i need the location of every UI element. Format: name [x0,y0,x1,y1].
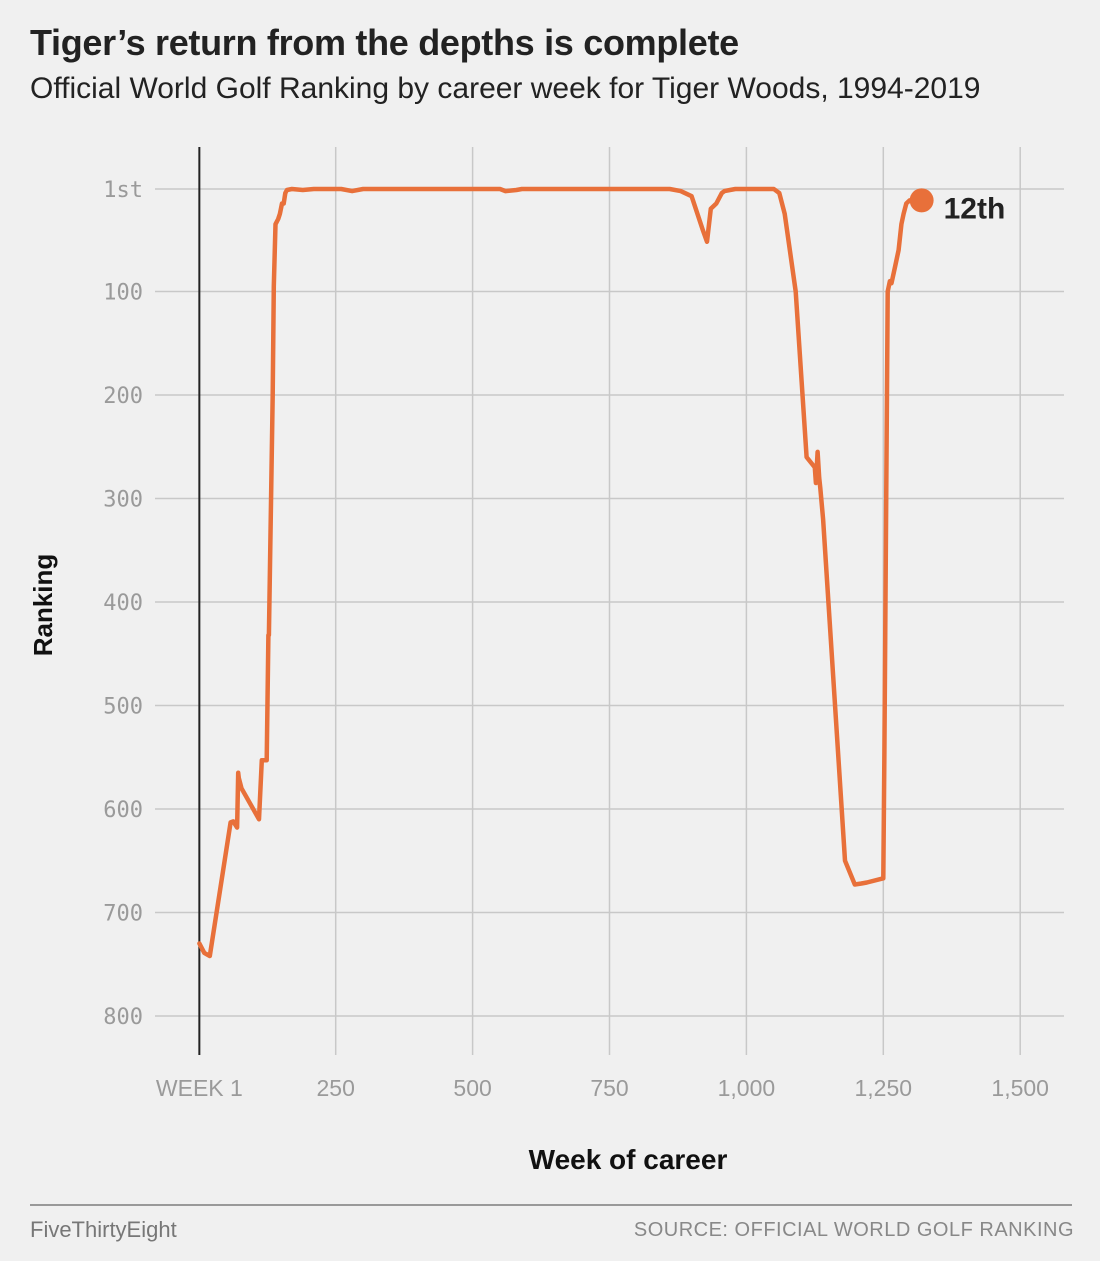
ranking-line [197,186,924,959]
y-tick-label: 100 [103,280,143,305]
x-tick-label: 750 [590,1075,628,1101]
y-tick-label: 700 [103,901,143,926]
y-tick-label: 600 [103,798,143,823]
gridlines [155,147,1064,1055]
line-chart: 1st 100 200 300 400 500 600 700 800 WEEK 1 250 500… [28,147,1064,1175]
current-rank-dot [909,188,934,213]
chart-subtitle: Official World Golf Ranking by career we… [30,72,981,105]
y-tick-label: 400 [103,591,143,616]
x-tick-labels: WEEK 1 250 500 750 1,000 1,250 1,500 [156,1075,1049,1101]
chart-title: Tiger’s return from the depths is comple… [30,22,739,63]
x-tick-label: 250 [317,1075,355,1101]
x-axis-label: Week of career [529,1144,728,1175]
x-tick-label: WEEK 1 [156,1075,243,1101]
x-tick-label: 1,500 [991,1075,1049,1101]
source-label: SOURCE: OFFICIAL WORLD GOLF RANKING [633,1219,1074,1241]
y-tick-label: 500 [103,694,143,719]
x-tick-label: 1,000 [718,1075,776,1101]
current-rank-label: 12th [944,192,1006,225]
brand-label: FiveThirtyEight [30,1217,177,1242]
y-tick-label: 300 [103,487,143,512]
y-tick-label: 800 [103,1005,143,1030]
y-tick-labels: 1st 100 200 300 400 500 600 700 800 [103,178,143,1030]
x-tick-label: 500 [453,1075,491,1101]
y-tick-label: 200 [103,384,143,409]
y-axis-label: Ranking [28,554,58,657]
x-tick-label: 1,250 [855,1075,913,1101]
y-tick-label: 1st [103,178,143,203]
footer-divider [30,1204,1072,1206]
